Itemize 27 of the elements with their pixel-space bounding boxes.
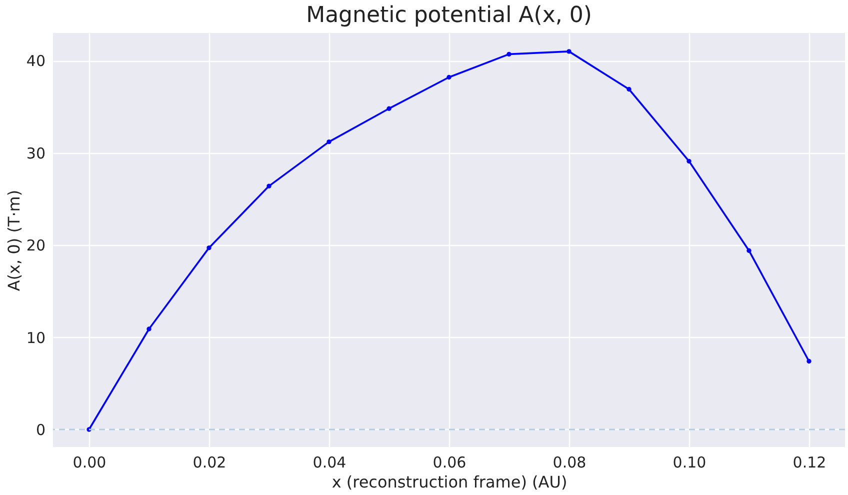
point — [146, 326, 152, 332]
y-tick-label: 30 — [26, 144, 46, 162]
x-tick-label: 0.10 — [672, 454, 706, 472]
y-tick-label: 10 — [26, 328, 46, 347]
y-tick-label: 40 — [26, 52, 46, 70]
point — [806, 358, 812, 364]
y-tick-label: 0 — [36, 420, 46, 439]
point — [266, 184, 272, 188]
point — [566, 49, 572, 54]
point — [326, 139, 332, 144]
x-tick-label: 0.08 — [552, 454, 586, 472]
point — [506, 52, 512, 57]
chart-title: Magnetic potential A(x, 0) — [306, 3, 592, 28]
point — [206, 245, 212, 250]
point — [386, 106, 392, 111]
y-axis-title: A(x, 0) (T·m) — [4, 190, 24, 292]
y-tick-label: 20 — [26, 236, 46, 255]
x-tick-label: 0.04 — [312, 454, 346, 472]
x-axis-title: x (reconstruction frame) (AU) — [332, 472, 568, 492]
point — [626, 86, 632, 92]
point — [446, 74, 452, 80]
point — [686, 158, 692, 164]
point — [746, 248, 752, 253]
x-tick-label: 0.06 — [432, 454, 466, 472]
x-tick-label: 0.12 — [792, 454, 826, 472]
x-tick-label: 0.00 — [72, 454, 106, 472]
x-tick-label: 0.02 — [192, 454, 226, 472]
